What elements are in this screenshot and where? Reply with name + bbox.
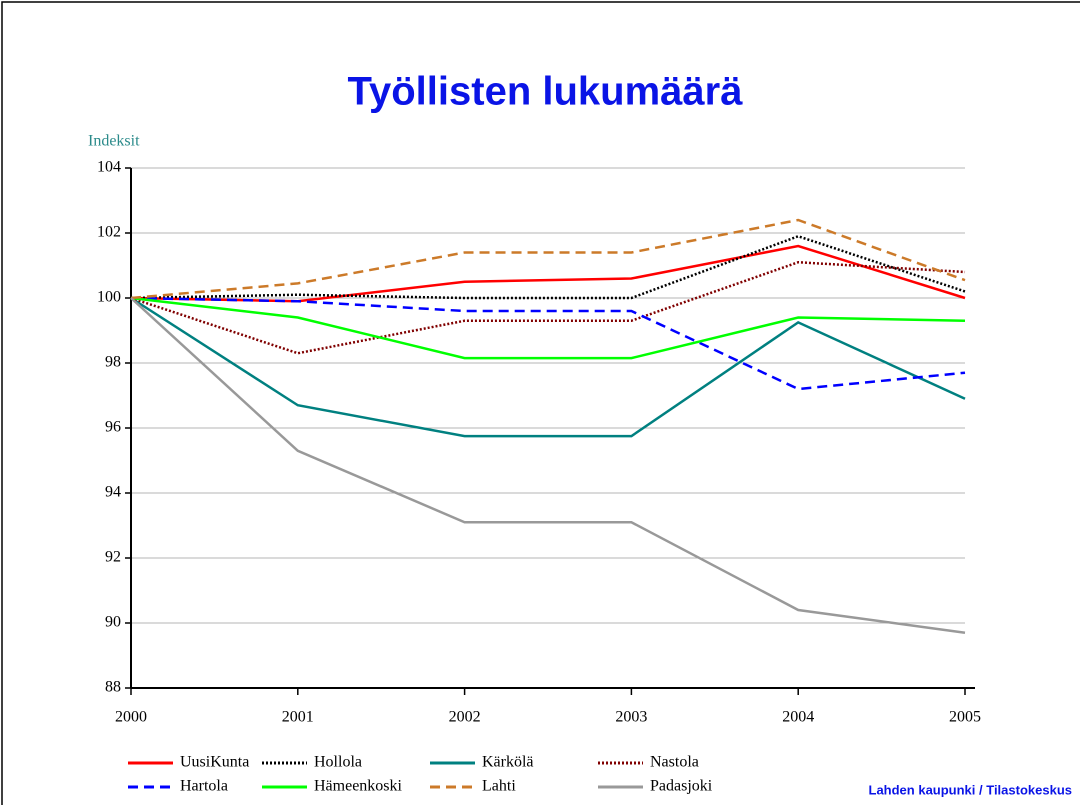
series-line [130,296,966,360]
source: Lahden kaupunki / Tilastokeskus [869,782,1073,797]
legend-label: Hollola [314,754,362,771]
y-tick-label: 96 [105,419,121,436]
legend-label: Hämeenkoski [314,778,403,795]
y-tick-label: 102 [97,224,121,241]
x-tick-label: 2003 [615,709,647,726]
legend-label: UusiKunta [180,754,249,771]
y-tick-label: 92 [105,549,121,566]
series-line [130,296,966,391]
x-tick-label: 2000 [115,709,147,726]
series-line [130,297,966,634]
series-line [130,234,966,300]
y-tick-label: 98 [105,354,121,371]
series-line [130,244,966,303]
x-tick-label: 2005 [949,709,981,726]
legend-label: Padasjoki [650,778,713,795]
series-line [130,296,966,438]
y-tick-label: 94 [105,484,121,501]
legend-label: Kärkölä [482,754,534,771]
y-tick-label: 88 [105,679,121,696]
legend-label: Nastola [650,754,699,771]
legend-label: Lahti [482,778,516,795]
y-tick-label: 90 [105,614,121,631]
legend-label: Hartola [180,778,228,795]
y-tick-label: 100 [97,289,121,306]
series-line [130,260,966,355]
x-tick-label: 2004 [782,709,814,726]
x-tick-label: 2001 [282,709,314,726]
y-tick-label: 104 [97,159,121,176]
x-tick-label: 2002 [449,709,481,726]
chart-title: Työllisten lukumäärä [348,70,744,114]
y-axis-label: Indeksit [88,133,140,150]
series-line [130,218,966,300]
